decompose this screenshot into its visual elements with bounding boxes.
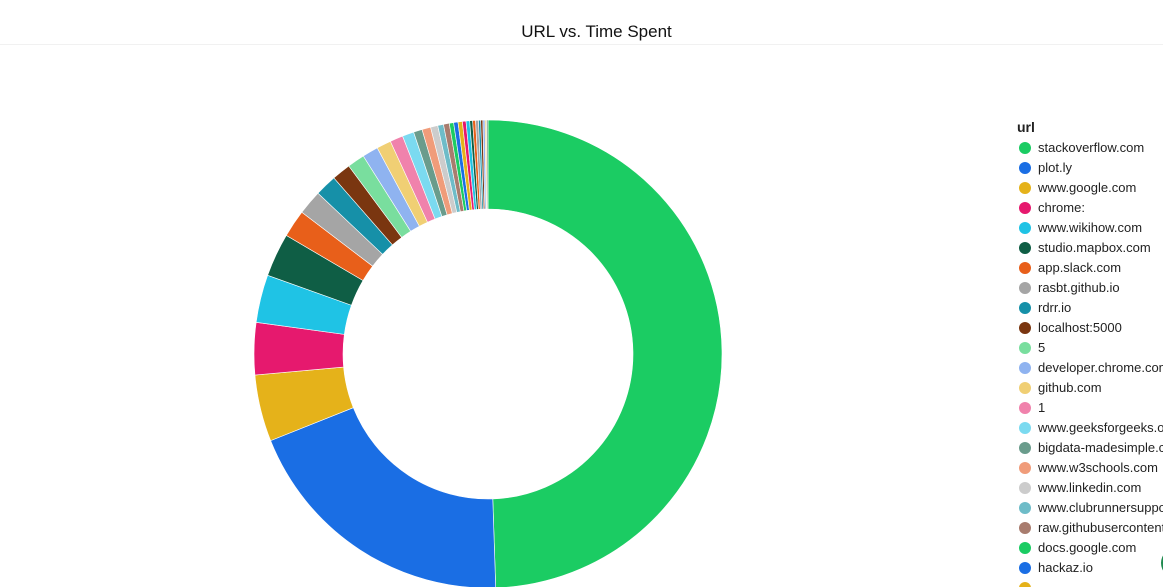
legend-item[interactable]: localhost:5000 <box>1017 318 1163 338</box>
legend-swatch-icon <box>1019 222 1031 234</box>
legend-item[interactable] <box>1017 578 1163 587</box>
donut-slice-plot-ly[interactable] <box>270 407 496 587</box>
legend-swatch-icon <box>1019 242 1031 254</box>
legend-list: stackoverflow.com plot.ly www.google.com ch… <box>1017 138 1163 587</box>
donut-slices <box>253 119 723 587</box>
legend-label: www.google.com <box>1038 180 1137 195</box>
title-bar <box>0 0 1163 45</box>
legend-swatch-icon <box>1019 582 1031 587</box>
legend-swatch-icon <box>1019 382 1031 394</box>
legend-label: github.com <box>1038 380 1102 395</box>
legend-item[interactable]: hackaz.io <box>1017 558 1163 578</box>
legend-label: www.w3schools.com <box>1038 460 1158 475</box>
legend-swatch-icon <box>1019 522 1031 534</box>
legend-label: bigdata-madesimple.com <box>1038 440 1163 455</box>
legend: url stackoverflow.com plot.ly www.google.c… <box>1017 118 1163 587</box>
legend-item[interactable]: plot.ly <box>1017 158 1163 178</box>
legend-label: www.geeksforgeeks.org <box>1038 420 1163 435</box>
legend-item[interactable]: www.linkedin.com <box>1017 478 1163 498</box>
legend-label: hackaz.io <box>1038 560 1093 575</box>
legend-item[interactable]: chrome: <box>1017 198 1163 218</box>
legend-label: www.wikihow.com <box>1038 220 1143 235</box>
legend-label: www.linkedin.com <box>1038 480 1142 495</box>
legend-label: 1 <box>1038 400 1046 415</box>
legend-swatch-icon <box>1019 282 1031 294</box>
donut-slice-other-32[interactable] <box>486 119 489 210</box>
legend-item[interactable]: stackoverflow.com <box>1017 138 1163 158</box>
legend-label: localhost:5000 <box>1038 320 1122 335</box>
legend-swatch-icon <box>1019 182 1031 194</box>
legend-label: app.slack.com <box>1038 260 1122 275</box>
legend-swatch-icon <box>1019 142 1031 154</box>
legend-label: studio.mapbox.com <box>1038 240 1151 255</box>
legend-label: docs.google.com <box>1038 540 1137 555</box>
legend-title: url <box>1017 119 1035 135</box>
legend-item[interactable]: www.clubrunnersupport.com <box>1017 498 1163 518</box>
legend-swatch-icon <box>1019 162 1031 174</box>
legend-label: rdrr.io <box>1038 300 1072 315</box>
legend-label: rasbt.github.io <box>1038 280 1120 295</box>
legend-swatch-icon <box>1019 562 1031 574</box>
donut-slice-stackoverflow-com[interactable] <box>487 119 723 587</box>
legend-item[interactable]: rasbt.github.io <box>1017 278 1163 298</box>
legend-item[interactable]: 1 <box>1017 398 1163 418</box>
legend-item[interactable]: www.w3schools.com <box>1017 458 1163 478</box>
legend-swatch-icon <box>1019 462 1031 474</box>
legend-item[interactable]: www.google.com <box>1017 178 1163 198</box>
legend-swatch-icon <box>1019 542 1031 554</box>
legend-item[interactable]: docs.google.com <box>1017 538 1163 558</box>
legend-swatch-icon <box>1019 362 1031 374</box>
legend-label: www.clubrunnersupport.com <box>1038 500 1163 515</box>
legend-item[interactable]: app.slack.com <box>1017 258 1163 278</box>
legend-item[interactable]: bigdata-madesimple.com <box>1017 438 1163 458</box>
legend-item[interactable]: developer.chrome.com <box>1017 358 1163 378</box>
legend-swatch-icon <box>1019 402 1031 414</box>
legend-label: 5 <box>1038 340 1046 355</box>
donut-chart[interactable] <box>0 0 1000 587</box>
legend-item[interactable]: www.wikihow.com <box>1017 218 1163 238</box>
legend-swatch-icon <box>1019 322 1031 334</box>
legend-item[interactable]: github.com <box>1017 378 1163 398</box>
legend-swatch-icon <box>1019 442 1031 454</box>
legend-item[interactable]: rdrr.io <box>1017 298 1163 318</box>
legend-item[interactable]: 5 <box>1017 338 1163 358</box>
chart-title: URL vs. Time Spent <box>521 22 672 41</box>
legend-swatch-icon <box>1019 302 1031 314</box>
legend-swatch-icon <box>1019 342 1031 354</box>
legend-item[interactable]: www.geeksforgeeks.org <box>1017 418 1163 438</box>
legend-label: plot.ly <box>1038 160 1072 175</box>
legend-label: raw.githubusercontent.com <box>1038 520 1163 535</box>
legend-swatch-icon <box>1019 262 1031 274</box>
corner-control[interactable] <box>1161 548 1163 578</box>
legend-swatch-icon <box>1019 482 1031 494</box>
legend-item[interactable]: studio.mapbox.com <box>1017 238 1163 258</box>
legend-swatch-icon <box>1019 202 1031 214</box>
legend-swatch-icon <box>1019 422 1031 434</box>
legend-label: chrome: <box>1038 200 1085 215</box>
legend-item[interactable]: raw.githubusercontent.com <box>1017 518 1163 538</box>
legend-label: developer.chrome.com <box>1038 360 1163 375</box>
legend-swatch-icon <box>1019 502 1031 514</box>
legend-label: stackoverflow.com <box>1038 140 1145 155</box>
